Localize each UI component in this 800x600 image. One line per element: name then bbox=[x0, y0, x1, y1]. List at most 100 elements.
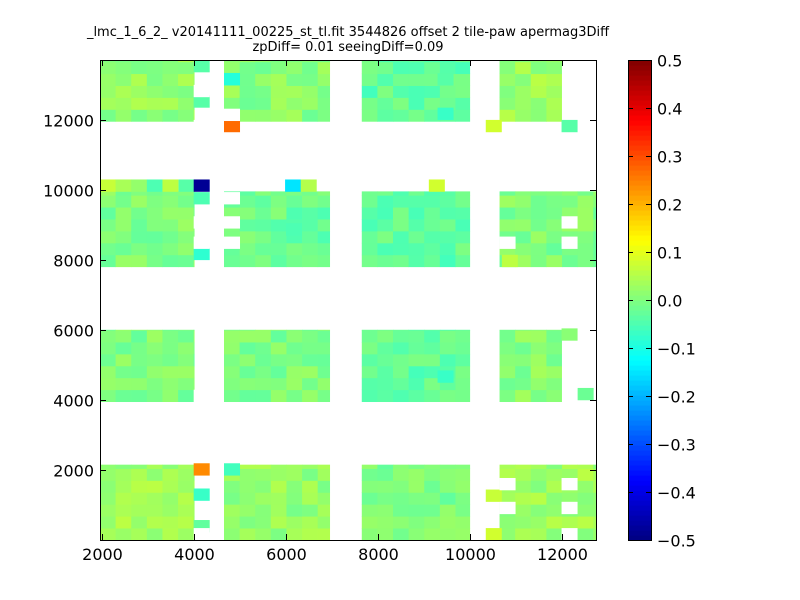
heatmap-cell bbox=[317, 330, 331, 343]
heatmap-cell bbox=[224, 377, 241, 391]
heatmap-cell bbox=[100, 464, 117, 469]
heatmap-cell bbox=[439, 219, 456, 232]
heatmap-cell bbox=[377, 97, 394, 110]
heatmap-cell bbox=[361, 191, 378, 196]
heatmap-cell bbox=[146, 342, 163, 355]
heatmap-cell bbox=[178, 242, 195, 256]
heatmap-cell bbox=[239, 254, 256, 268]
heatmap-cell bbox=[455, 365, 471, 379]
colorbar-segment bbox=[628, 125, 651, 131]
colorbar-segment bbox=[628, 490, 651, 496]
heatmap-cell bbox=[393, 492, 410, 505]
heatmap-cell bbox=[408, 254, 425, 268]
heatmap-cell bbox=[255, 254, 272, 268]
heatmap-cell bbox=[178, 219, 195, 232]
heatmap-cell bbox=[100, 60, 117, 63]
heatmap-cell bbox=[393, 60, 410, 63]
heatmap-cell bbox=[561, 119, 578, 133]
heatmap-cell bbox=[224, 60, 241, 63]
heatmap-cell bbox=[162, 60, 179, 63]
colorbar-segment bbox=[628, 340, 651, 346]
heatmap-cell bbox=[577, 254, 594, 268]
heatmap-cell bbox=[377, 480, 394, 493]
heatmap-cell bbox=[317, 492, 331, 505]
heatmap-cell bbox=[455, 109, 471, 122]
heatmap-cell bbox=[255, 468, 272, 481]
heatmap-cell bbox=[286, 365, 303, 379]
heatmap-cell bbox=[408, 342, 425, 355]
heatmap-cell bbox=[317, 528, 331, 541]
heatmap-cell bbox=[270, 464, 287, 469]
heatmap-cell bbox=[146, 109, 163, 122]
heatmap-cell bbox=[562, 492, 579, 505]
heatmap-cell bbox=[593, 219, 597, 232]
heatmap-cell bbox=[499, 342, 516, 355]
heatmap-cell bbox=[424, 254, 441, 268]
heatmap-cell bbox=[515, 468, 532, 481]
heatmap-cell bbox=[255, 219, 272, 232]
heatmap-cell bbox=[178, 73, 195, 86]
heatmap-cell bbox=[530, 61, 547, 75]
heatmap-cell bbox=[515, 492, 532, 505]
heatmap-cell bbox=[439, 389, 456, 403]
heatmap-cell bbox=[408, 97, 425, 110]
heatmap-cell bbox=[393, 480, 410, 493]
heatmap-cell bbox=[162, 468, 179, 481]
heatmap-cell bbox=[146, 492, 163, 505]
heatmap-cell bbox=[239, 492, 256, 505]
heatmap-missing-cell bbox=[499, 477, 516, 491]
heatmap-cell bbox=[286, 464, 303, 469]
heatmap-cell bbox=[162, 254, 179, 268]
heatmap-cell bbox=[193, 377, 195, 391]
colorbar-segment bbox=[628, 360, 651, 366]
heatmap-cell bbox=[546, 330, 562, 343]
heatmap-cell bbox=[239, 504, 256, 517]
heatmap-cell bbox=[515, 109, 532, 122]
heatmap-cell bbox=[530, 504, 547, 517]
heatmap-cell bbox=[302, 97, 319, 110]
heatmap-cell bbox=[224, 365, 241, 379]
heatmap-cell bbox=[285, 179, 302, 192]
heatmap-cell bbox=[393, 195, 410, 208]
heatmap-cell bbox=[286, 195, 303, 208]
heatmap-cell bbox=[361, 365, 378, 379]
heatmap-cell bbox=[393, 85, 410, 98]
heatmap-cell bbox=[593, 468, 597, 481]
heatmap-cell bbox=[162, 219, 179, 232]
heatmap-cell bbox=[439, 230, 456, 244]
heatmap-cell bbox=[361, 377, 378, 391]
heatmap-cell bbox=[424, 230, 441, 244]
colorbar-segment bbox=[628, 385, 651, 391]
heatmap-cell bbox=[546, 342, 562, 355]
heatmap-cell bbox=[239, 353, 256, 367]
heatmap-cell bbox=[361, 219, 378, 232]
heatmap-cell bbox=[530, 468, 547, 481]
heatmap-cell bbox=[178, 492, 195, 505]
heatmap-cell bbox=[255, 195, 272, 208]
heatmap-cell bbox=[455, 60, 471, 63]
heatmap-cell bbox=[439, 480, 456, 493]
heatmap-cell bbox=[546, 516, 563, 529]
heatmap-cell bbox=[377, 109, 394, 122]
colorbar: −0.5 −0.4 −0.3 −0.2 −0.1 0.0 0.1 0.2 0.3 0.4 0.5 bbox=[628, 52, 696, 551]
heatmap-cell bbox=[193, 365, 195, 379]
heatmap-cell bbox=[515, 464, 532, 469]
heatmap-cell bbox=[255, 73, 272, 86]
heatmap-cell bbox=[239, 60, 256, 63]
colorbar-segment bbox=[628, 115, 651, 121]
y-tick-label: 6000 bbox=[53, 322, 94, 341]
heatmap-cell bbox=[546, 219, 563, 232]
heatmap-cell bbox=[131, 97, 148, 110]
heatmap-cell bbox=[115, 480, 132, 493]
heatmap-cell bbox=[302, 342, 319, 355]
colorbar-segment bbox=[628, 335, 651, 341]
heatmap-cell bbox=[239, 342, 256, 355]
heatmap-cell bbox=[515, 480, 532, 493]
colorbar-segment bbox=[628, 310, 651, 316]
heatmap-cell bbox=[499, 389, 516, 403]
heatmap-cell bbox=[499, 528, 516, 541]
heatmap-cell bbox=[408, 516, 425, 529]
heatmap-cell bbox=[499, 109, 516, 122]
heatmap-cell bbox=[255, 207, 272, 220]
heatmap-cell bbox=[115, 61, 132, 75]
